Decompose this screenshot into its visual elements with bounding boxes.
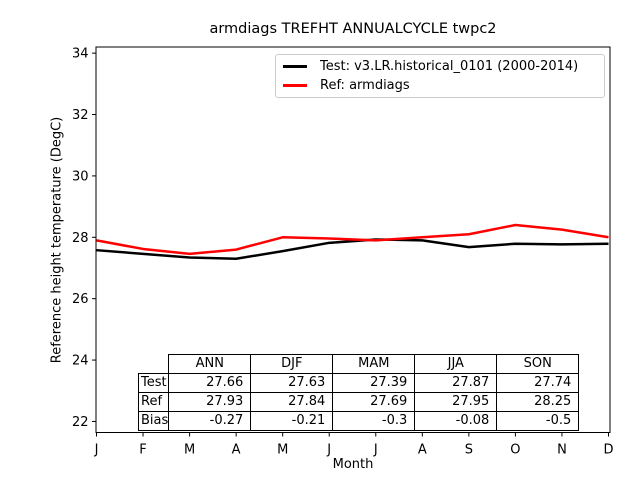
stats-cell: 27.95 bbox=[414, 392, 498, 412]
stats-cell: 27.39 bbox=[332, 373, 416, 393]
stats-header-row: ANN DJF MAM JJA SON bbox=[139, 354, 580, 374]
x-tick-label: S bbox=[465, 443, 473, 458]
stats-cell: 27.69 bbox=[332, 392, 416, 412]
stats-col-header: DJF bbox=[250, 354, 334, 374]
stats-row-label: Bias bbox=[137, 411, 170, 431]
x-tick-label: O bbox=[510, 443, 520, 458]
x-tick-label: F bbox=[139, 443, 146, 458]
x-axis-label: Month bbox=[332, 457, 374, 472]
stats-cell: -0.5 bbox=[496, 411, 580, 431]
x-tick-label: N bbox=[557, 443, 567, 458]
x-tick-label: M bbox=[277, 443, 288, 458]
stats-table-body: Test 27.66 27.63 27.39 27.87 27.74 Ref 27.93 27.… bbox=[137, 373, 580, 431]
y-axis-label: Reference height temperature (DegC) bbox=[49, 116, 65, 364]
stats-col-header: MAM bbox=[332, 354, 416, 374]
stats-cell: 27.63 bbox=[250, 373, 334, 393]
stats-cell: 27.84 bbox=[250, 392, 334, 412]
stats-cell: 28.25 bbox=[496, 392, 580, 412]
stats-cell: 27.66 bbox=[168, 373, 252, 393]
stats-row-label: Test bbox=[137, 373, 170, 393]
stats-row-bias: Bias -0.27 -0.21 -0.3 -0.08 -0.5 bbox=[137, 411, 580, 431]
y-tick-label: 22 bbox=[72, 415, 89, 430]
test-line-swatch bbox=[283, 65, 307, 68]
legend: Test: v3.LR.historical_0101 (2000-2014) … bbox=[275, 54, 605, 98]
legend-item-test: Test: v3.LR.historical_0101 (2000-2014) bbox=[283, 57, 604, 76]
stats-table-header: ANN DJF MAM JJA SON bbox=[139, 354, 580, 374]
ref-series-line bbox=[96, 223, 609, 256]
legend-item-ref: Ref: armdiags bbox=[283, 76, 604, 95]
stats-cell: -0.27 bbox=[168, 411, 252, 431]
stats-col-header: JJA bbox=[414, 354, 498, 374]
stats-col-header: SON bbox=[496, 354, 580, 374]
stats-table: ANN DJF MAM JJA SON Test 27.66 27.63 27.39 27.87… bbox=[137, 354, 580, 431]
stats-col-header: ANN bbox=[168, 354, 252, 374]
stats-cell: 27.87 bbox=[414, 373, 498, 393]
y-tick-label: 26 bbox=[72, 292, 89, 307]
x-tick-label: D bbox=[603, 443, 613, 458]
stats-corner-cell bbox=[139, 355, 169, 374]
y-tick-label: 28 bbox=[72, 231, 89, 246]
stats-cell: 27.74 bbox=[496, 373, 580, 393]
x-tick-label: A bbox=[232, 443, 241, 458]
stats-row-ref: Ref 27.93 27.84 27.69 27.95 28.25 bbox=[137, 392, 580, 412]
test-series-line bbox=[96, 238, 609, 261]
stats-row-label: Ref bbox=[137, 392, 170, 412]
stats-row-test: Test 27.66 27.63 27.39 27.87 27.74 bbox=[137, 373, 580, 393]
x-tick-label: J bbox=[94, 443, 99, 458]
chart-title: armdiags TREFHT ANNUALCYCLE twpc2 bbox=[209, 21, 497, 37]
x-tick-label: J bbox=[373, 443, 378, 458]
ref-line-swatch bbox=[283, 84, 307, 87]
y-tick-label: 24 bbox=[72, 354, 89, 369]
stats-cell: -0.08 bbox=[414, 411, 498, 431]
stats-cell: -0.21 bbox=[250, 411, 334, 431]
x-tick-label: J bbox=[326, 443, 331, 458]
y-tick-label: 30 bbox=[72, 169, 89, 184]
x-tick-label: A bbox=[418, 443, 427, 458]
y-tick-label: 34 bbox=[72, 47, 89, 62]
stats-cell: 27.93 bbox=[168, 392, 252, 412]
axes-frame bbox=[95, 46, 611, 433]
stats-cell: -0.3 bbox=[332, 411, 416, 431]
y-tick-label: 32 bbox=[72, 108, 89, 123]
legend-label-ref: Ref: armdiags bbox=[320, 78, 410, 93]
legend-label-test: Test: v3.LR.historical_0101 (2000-2014) bbox=[320, 59, 579, 74]
x-tick-label: M bbox=[184, 443, 195, 458]
